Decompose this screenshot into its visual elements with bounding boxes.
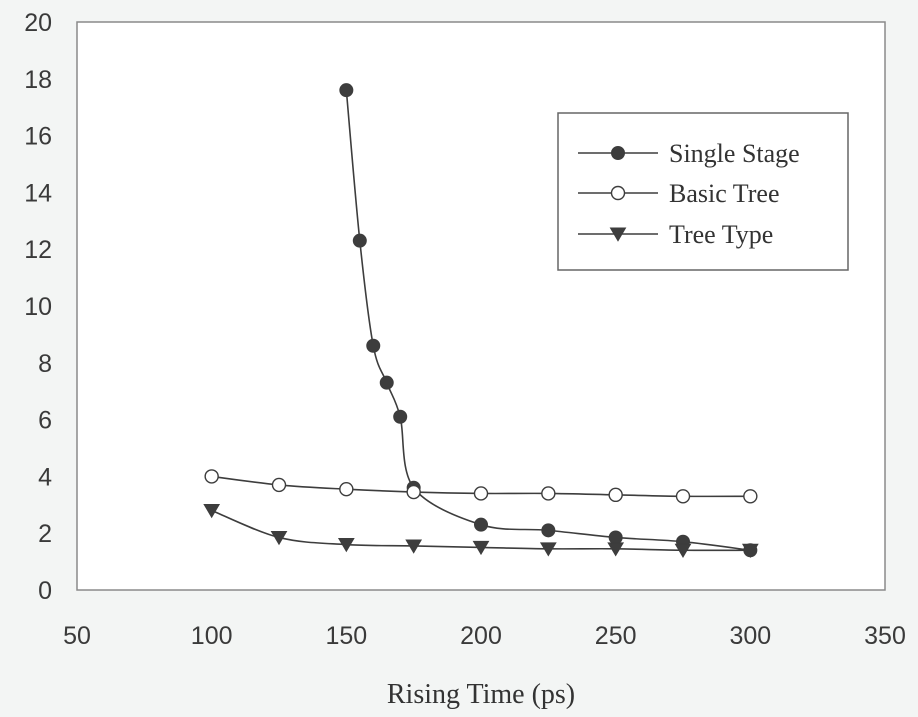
y-tick-label-9: 18 (24, 66, 52, 94)
data-point-tree-type-8 (741, 543, 759, 558)
data-point-tree-type-3 (405, 539, 423, 554)
y-tick-label-3: 6 (38, 407, 52, 435)
x-tick-label-0: 50 (63, 622, 91, 650)
y-tick-label-7: 14 (24, 179, 52, 207)
data-point-single-stage-0 (339, 83, 354, 98)
x-tick-label-4: 250 (595, 622, 637, 650)
y-tick-label-4: 8 (38, 350, 52, 378)
y-tick-label-8: 16 (24, 123, 52, 151)
y-tick-label-10: 20 (24, 9, 52, 37)
data-point-single-stage-6 (474, 517, 488, 532)
data-point-single-stage-2 (366, 338, 381, 353)
data-point-tree-type-7 (674, 543, 692, 558)
data-point-basic-tree-1 (271, 477, 287, 493)
data-point-basic-tree-6 (608, 487, 623, 503)
legend-item-basic-tree: Basic Tree (578, 179, 780, 208)
series-line-single-stage (345, 90, 751, 552)
data-point-tree-type-0 (203, 503, 221, 519)
legend-marker-single-stage (611, 146, 625, 160)
series-basic-tree (204, 469, 758, 504)
y-tick-label-2: 4 (38, 463, 52, 491)
y-axis: 0 2 4 6 8 10 12 14 16 18 20 (24, 9, 52, 605)
legend-box (557, 112, 849, 271)
data-point-basic-tree-2 (339, 481, 354, 497)
data-point-single-stage-1 (352, 233, 367, 248)
x-axis: 50 100 150 200 250 300 350 (63, 622, 906, 650)
data-point-basic-tree-7 (675, 489, 691, 504)
legend-label-single-stage: Single Stage (669, 139, 800, 168)
data-point-basic-tree-4 (473, 486, 489, 501)
legend-label-tree-type: Tree Type (669, 220, 773, 249)
legend-label-basic-tree: Basic Tree (669, 179, 780, 208)
data-point-basic-tree-8 (743, 489, 758, 504)
legend-marker-basic-tree (610, 185, 626, 201)
x-tick-label-3: 200 (460, 622, 502, 650)
data-point-tree-type-1 (270, 530, 288, 546)
x-tick-label-6: 350 (864, 622, 906, 650)
y-tick-label-6: 12 (24, 236, 52, 264)
x-tick-label-2: 150 (325, 622, 367, 650)
x-tick-label-5: 300 (729, 622, 771, 650)
data-point-single-stage-3 (379, 375, 394, 390)
data-point-basic-tree-3 (406, 484, 421, 500)
legend-item-tree-type: Tree Type (578, 220, 773, 249)
x-axis-title: Rising Time (ps) (387, 679, 575, 710)
series-layer (203, 83, 759, 558)
legend-marker-tree-type (609, 227, 627, 242)
y-tick-label-1: 2 (38, 520, 52, 548)
legend-item-single-stage: Single Stage (578, 139, 800, 168)
data-point-single-stage-7 (541, 523, 556, 538)
data-point-single-stage-8 (608, 530, 623, 545)
legend: Single Stage Basic Tree Tree Type (557, 112, 849, 271)
data-point-tree-type-5 (539, 542, 557, 557)
data-point-basic-tree-5 (541, 486, 556, 501)
data-point-tree-type-2 (337, 538, 355, 553)
data-point-tree-type-4 (472, 540, 490, 556)
data-point-tree-type-6 (607, 542, 625, 557)
data-point-single-stage-4 (393, 409, 408, 424)
series-tree-type (203, 503, 759, 558)
x-tick-label-1: 100 (191, 622, 233, 650)
y-tick-label-0: 0 (38, 577, 52, 605)
y-tick-label-5: 10 (24, 293, 52, 321)
plot-area (76, 21, 886, 591)
data-point-basic-tree-0 (204, 469, 219, 484)
